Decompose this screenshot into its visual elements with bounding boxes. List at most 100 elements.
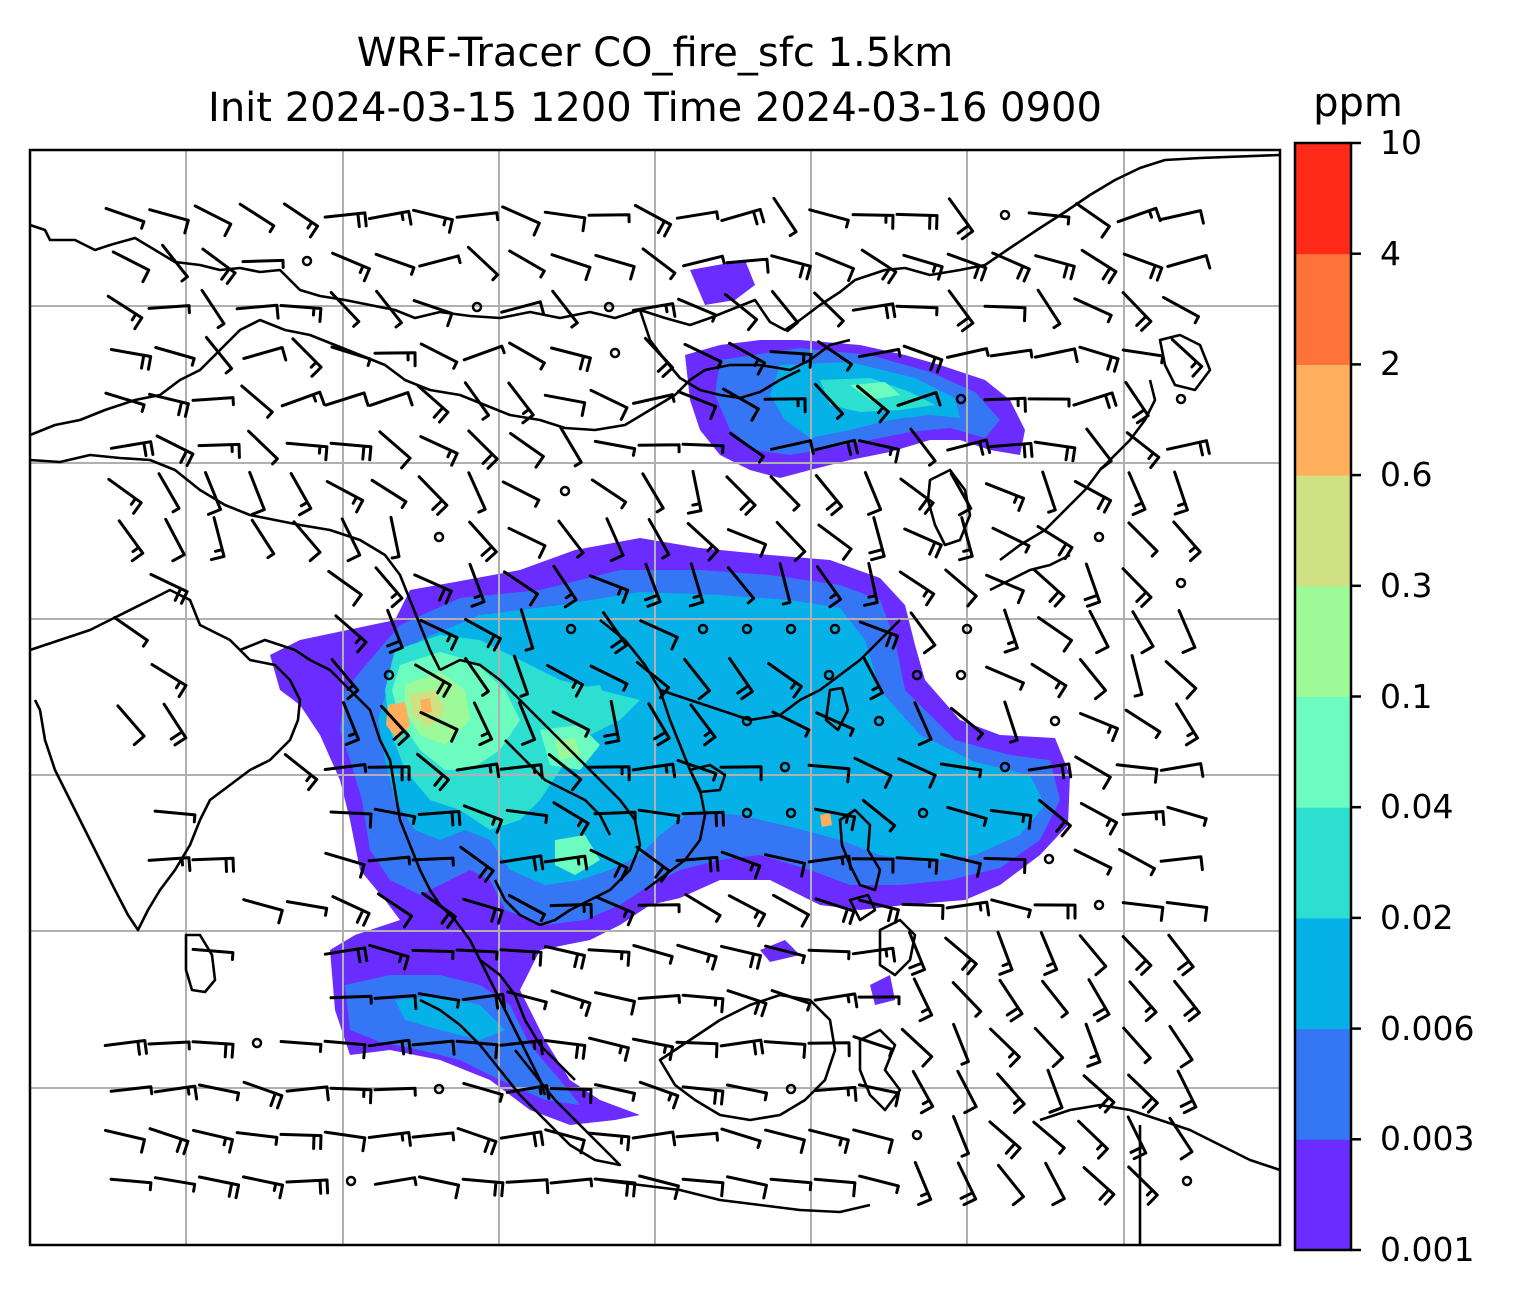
wind-barb — [681, 993, 725, 1014]
wind-barb — [512, 654, 530, 698]
wind-barb — [944, 568, 978, 608]
wind-barb — [1044, 1161, 1066, 1207]
wind-barb — [686, 469, 703, 515]
wind-barb — [1166, 805, 1208, 827]
coastline-mindanao — [878, 918, 917, 977]
wind-barb — [808, 208, 850, 229]
calm-wind-marker — [1093, 899, 1105, 911]
wind-barb — [462, 804, 504, 834]
wind-barb — [896, 391, 942, 407]
wind-barb — [104, 206, 146, 230]
wind-barb — [197, 1083, 241, 1102]
wind-barb — [991, 526, 1031, 554]
calm-wind-marker — [873, 715, 885, 727]
wind-barb — [373, 1086, 417, 1097]
wind-barb — [858, 898, 900, 924]
wind-barb — [1079, 712, 1119, 743]
wind-barb — [549, 902, 593, 919]
wind-barb — [323, 1130, 367, 1153]
wind-barb — [550, 346, 592, 373]
wind-barb — [683, 342, 723, 370]
wind-barb — [725, 257, 770, 274]
wind-barb — [681, 810, 725, 827]
colorbar-swatch — [1295, 917, 1351, 1030]
calm-wind-marker — [741, 715, 753, 727]
wind-barb — [543, 210, 587, 233]
wind-barb — [549, 1177, 594, 1188]
wind-barb — [1177, 609, 1197, 654]
wind-barb — [1039, 931, 1059, 976]
colorbar-swatch — [1295, 475, 1351, 587]
wind-barb — [1130, 654, 1144, 698]
wind-barb — [1176, 1069, 1198, 1115]
wind-barb — [1078, 658, 1108, 701]
colorbar-swatch — [1295, 364, 1351, 476]
wind-barb — [639, 619, 679, 651]
coastline-sumatra — [419, 998, 622, 1167]
wind-barb — [1127, 521, 1159, 558]
wind-barb — [417, 810, 462, 827]
wind-barb — [1036, 525, 1074, 561]
wind-barb — [544, 1128, 586, 1155]
wind-barb — [164, 517, 186, 563]
wind-barb — [861, 798, 897, 833]
wind-barb — [331, 251, 371, 283]
chart-subtitle: Init 2024-03-15 1200 Time 2024-03-16 090… — [208, 85, 1102, 131]
wind-barb — [813, 807, 857, 832]
wind-barb — [1033, 1026, 1065, 1068]
wind-barb — [367, 1038, 413, 1056]
wind-barb — [323, 1039, 367, 1060]
colorbar-swatch — [1295, 1139, 1351, 1251]
wind-barb — [106, 294, 144, 331]
wind-barb — [676, 943, 718, 971]
wind-barb — [1073, 480, 1113, 514]
wind-barb — [587, 1131, 631, 1152]
wind-barb — [148, 208, 190, 235]
wind-barb — [235, 303, 280, 320]
wind-barb — [901, 902, 945, 921]
wind-barb — [868, 516, 886, 562]
wind-barb — [633, 204, 673, 238]
wind-barb — [324, 851, 366, 879]
plume-level-06 — [820, 813, 832, 827]
colorbar-tick-label: 2 — [1380, 344, 1401, 384]
calm-wind-marker — [433, 531, 445, 543]
wind-barb — [807, 854, 853, 871]
wind-barb — [330, 345, 372, 367]
wind-barb — [770, 989, 812, 1012]
wind-barb — [411, 1131, 456, 1142]
wind-barb — [863, 562, 879, 607]
wind-barb — [154, 346, 196, 367]
wind-barb — [204, 335, 234, 375]
wind-barb — [505, 1084, 551, 1100]
wind-barb — [814, 474, 844, 517]
border-china-south — [30, 318, 851, 437]
wind-barb — [851, 857, 895, 874]
wind-barb — [147, 856, 192, 872]
wind-barb — [368, 391, 414, 407]
wind-barb — [769, 350, 813, 369]
wind-barb — [682, 254, 726, 268]
wind-barb — [417, 992, 461, 1009]
calm-wind-marker — [1175, 393, 1187, 405]
wind-barb — [769, 1177, 813, 1192]
wind-barb — [499, 1039, 544, 1056]
calm-wind-marker — [345, 1175, 357, 1187]
wind-barb — [197, 442, 241, 459]
wind-barb — [241, 258, 285, 269]
coastline-java — [599, 1178, 871, 1214]
wind-barb — [594, 991, 636, 1016]
wind-barb — [588, 1036, 630, 1062]
wind-barb — [543, 1039, 587, 1060]
wind-barb — [1033, 347, 1079, 364]
wind-barb — [946, 252, 988, 282]
wind-barb — [638, 1080, 680, 1110]
wind-barb — [240, 384, 274, 419]
wind-barb — [1088, 609, 1110, 655]
wind-barb — [983, 856, 1027, 875]
wind-barb — [462, 344, 506, 362]
plume-level-004 — [850, 382, 900, 400]
wind-barb — [595, 895, 635, 927]
colorbar-swatch — [1295, 696, 1351, 808]
wind-barb — [329, 810, 373, 829]
